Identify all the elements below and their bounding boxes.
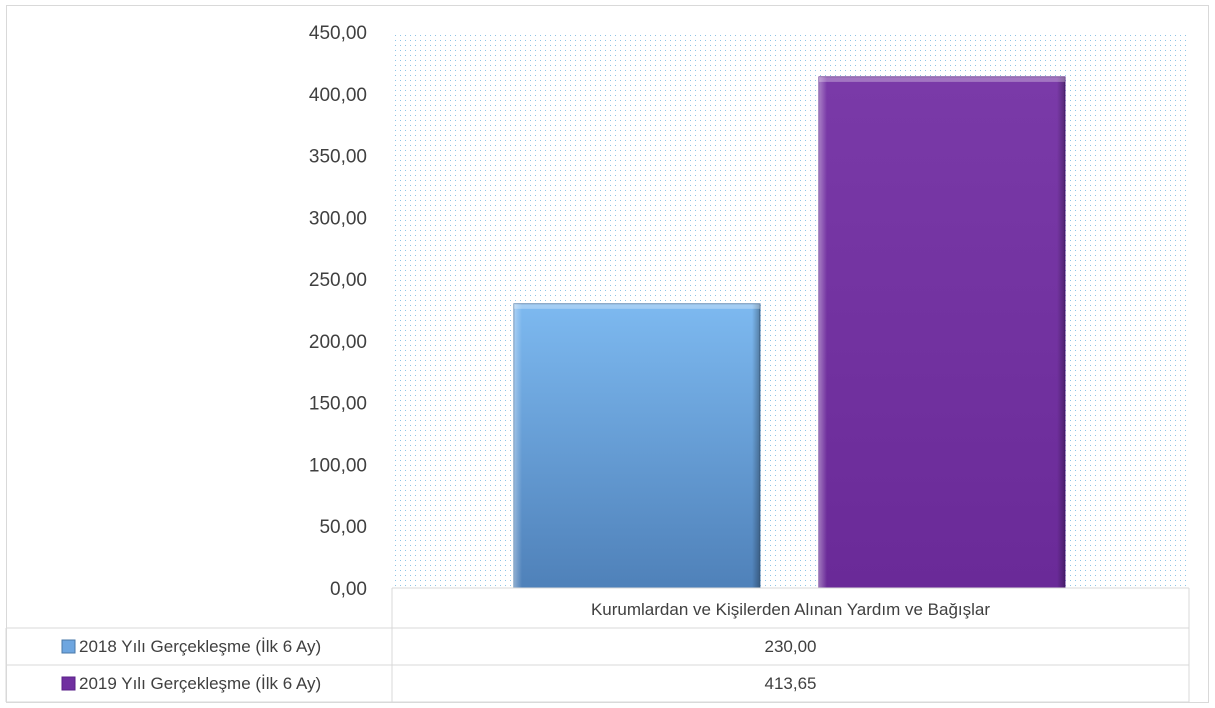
y-tick-label: 200,00 — [309, 332, 367, 353]
y-tick-label: 350,00 — [309, 147, 367, 168]
bar — [818, 76, 1066, 589]
bar-bevel-top — [819, 76, 1065, 82]
category-label: Kurumlardan ve Kişilerden Alınan Yardım … — [591, 600, 990, 619]
bar-bevel-top — [514, 303, 760, 309]
y-tick-label: 50,00 — [319, 517, 367, 538]
bar — [513, 303, 761, 589]
bars — [513, 76, 1066, 589]
y-tick-label: 450,00 — [309, 23, 367, 44]
y-tick-label: 100,00 — [309, 455, 367, 476]
bar-bevel-left — [514, 303, 522, 588]
y-axis: 0,00 50,00 100,00 150,00 200,00 250,00 300,00 3… — [309, 23, 367, 600]
bar-bevel-left — [819, 76, 827, 588]
data-label: 413,65 — [765, 674, 817, 693]
y-tick-label: 300,00 — [309, 208, 367, 229]
legend-swatch — [61, 639, 76, 654]
bar-series-1 — [513, 303, 761, 589]
legend-swatch — [61, 676, 76, 691]
y-tick-label: 0,00 — [330, 579, 367, 600]
legend-label: 2018 Yılı Gerçekleşme (İlk 6 Ay) — [79, 637, 321, 656]
y-tick-label: 400,00 — [309, 85, 367, 106]
bar-bevel-right — [752, 303, 760, 588]
bar-series-2 — [818, 76, 1066, 589]
y-tick-label: 250,00 — [309, 270, 367, 291]
bar-bevel-right — [1057, 76, 1065, 588]
y-tick-label: 150,00 — [309, 394, 367, 415]
legend-label: 2019 Yılı Gerçekleşme (İlk 6 Ay) — [79, 674, 321, 693]
data-label: 230,00 — [765, 637, 817, 656]
plot-area-background — [392, 32, 1189, 588]
data-table: Kurumlardan ve Kişilerden Alınan Yardım … — [5, 587, 1190, 703]
